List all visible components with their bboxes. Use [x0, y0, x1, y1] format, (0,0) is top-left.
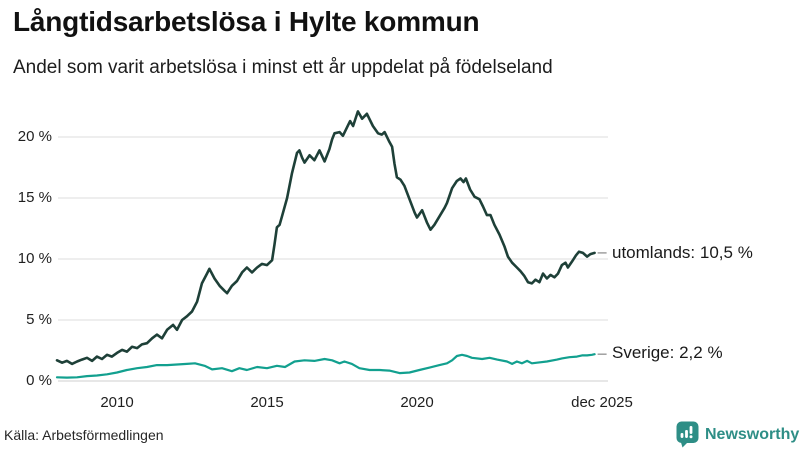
y-tick-10: 10 % — [17, 250, 52, 267]
y-tick-0: 0 % — [26, 372, 52, 389]
chart-title: Långtidsarbetslösa i Hylte kommun — [13, 6, 480, 37]
newsworthy-bubble-chart-icon — [676, 421, 699, 448]
x-tick-2015: 2015 — [250, 394, 284, 411]
series-label-sverige: Sverige: 2,2 % — [612, 343, 723, 362]
newsworthy-wordmark: Newsworthy — [705, 425, 800, 443]
source-note: Källa: Arbetsförmedlingen — [4, 427, 164, 443]
y-tick-5: 5 % — [26, 311, 52, 328]
x-tick-2020: 2020 — [400, 394, 434, 411]
x-tick-2010: 2010 — [100, 394, 134, 411]
x-tick-dec2025: dec 2025 — [571, 394, 633, 411]
line-Sverige — [55, 353, 596, 379]
y-tick-20: 20 % — [17, 128, 52, 145]
line-utomlands — [55, 110, 596, 366]
newsworthy-logo: Newsworthy — [676, 421, 799, 448]
series-label-utomlands: utomlands: 10,5 % — [612, 243, 753, 262]
y-tick-15: 15 % — [17, 189, 52, 206]
chart-subtitle: Andel som varit arbetslösa i minst ett å… — [13, 57, 553, 78]
